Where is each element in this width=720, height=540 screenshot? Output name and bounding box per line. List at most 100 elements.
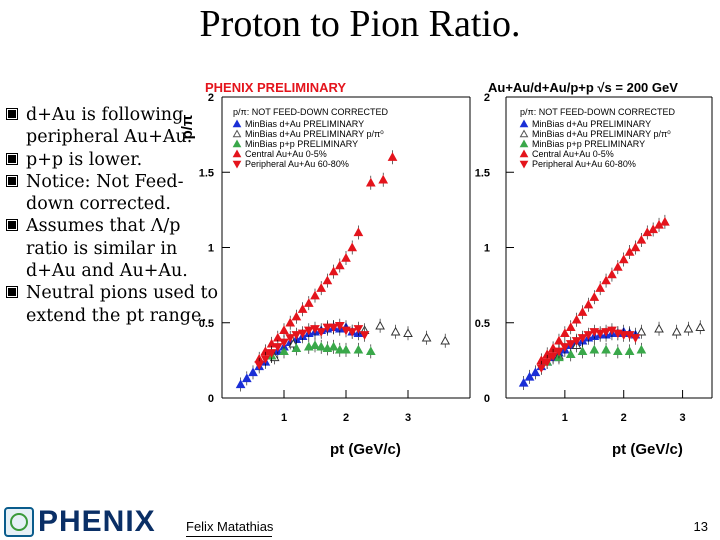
data-point (353, 227, 364, 237)
data-point (589, 292, 600, 301)
bullet-square-icon (6, 174, 18, 187)
data-point (266, 349, 277, 358)
x-tick-label: 3 (405, 412, 411, 424)
chart-title: Au+Au/d+Au/p+p √s = 200 GeV (488, 80, 678, 95)
y-tick-label: 2 (484, 92, 490, 104)
data-point (260, 355, 271, 364)
data-point (554, 335, 564, 345)
data-point (601, 328, 611, 337)
data-point (390, 326, 401, 336)
data-point (334, 260, 345, 270)
chart-title: PHENIX PRELIMINARY (205, 80, 346, 95)
data-point (334, 344, 345, 354)
data-point (316, 283, 327, 292)
data-point (618, 331, 629, 340)
data-point (279, 338, 289, 348)
x-tick-label: 2 (621, 412, 627, 424)
x-tick-label: 1 (562, 412, 568, 424)
x-tick-label: 2 (343, 412, 349, 424)
data-point (565, 340, 576, 349)
data-point (577, 307, 588, 316)
data-point (601, 275, 611, 285)
data-point (612, 346, 623, 356)
data-point (328, 341, 339, 351)
legend-marker (232, 160, 242, 169)
data-point (421, 332, 432, 342)
data-point (322, 275, 333, 285)
data-point (285, 334, 296, 343)
data-point (328, 266, 339, 276)
data-point (310, 290, 320, 300)
data-point (387, 152, 398, 161)
data-point (272, 343, 283, 352)
data-point (341, 253, 351, 262)
bullet-item: Assumes that Λ/p ratio is similar in d+A… (6, 215, 221, 282)
data-point (375, 320, 385, 330)
data-point (310, 340, 320, 350)
data-point (518, 377, 529, 387)
data-point (636, 344, 647, 354)
phenix-logo-text: PHENIX (38, 505, 156, 538)
data-point (595, 329, 606, 339)
data-point (353, 344, 364, 354)
legend-marker (232, 129, 242, 138)
data-point (612, 262, 623, 271)
data-point (583, 331, 594, 340)
x-axis-label: pt (GeV/c) (330, 441, 401, 458)
page-number: 13 (693, 519, 708, 534)
data-point (365, 346, 376, 356)
phenix-emblem-icon (4, 507, 34, 537)
bullet-text: d+Au is following peripheral Au+Au. (26, 105, 193, 148)
bullet-text: Notice: Not Feed-down corrected. (26, 171, 184, 215)
data-point (565, 349, 576, 359)
data-point (536, 364, 547, 373)
y-tick-label: 0 (208, 393, 214, 405)
data-point (548, 352, 558, 361)
bullet-text: p+p is lower. (26, 149, 143, 170)
data-point (291, 311, 302, 321)
data-point (683, 323, 694, 333)
data-point (607, 269, 617, 279)
data-point (636, 234, 647, 244)
data-point (297, 329, 308, 339)
bullet-item: d+Au is following peripheral Au+Au. (6, 104, 221, 149)
phenix-logo: PHENIX (4, 504, 156, 540)
data-point (554, 347, 564, 357)
legend-label: MinBias d+Au PRELIMINARY (532, 119, 651, 129)
data-point (279, 325, 289, 334)
data-point (353, 325, 364, 334)
legend-marker (232, 119, 242, 128)
y-tick-label: 2 (208, 92, 214, 104)
y-tick-label: 0.5 (475, 318, 490, 330)
data-point (303, 326, 314, 336)
bullet-text: Neutral pions used to extend the pt rang… (26, 283, 219, 326)
data-point (291, 331, 302, 340)
data-point (248, 367, 258, 377)
data-point (279, 346, 289, 356)
data-point (630, 242, 641, 252)
legend-marker (519, 129, 529, 138)
y-tick-label: 0.5 (199, 318, 214, 330)
data-point (618, 254, 629, 264)
legend-marker (519, 139, 529, 148)
data-point (601, 344, 611, 354)
data-point (328, 323, 339, 333)
data-point (322, 323, 333, 333)
footer-author: Felix Matathias (186, 519, 274, 534)
data-point (648, 224, 658, 234)
x-tick-label: 1 (281, 412, 287, 424)
data-point (403, 328, 413, 337)
x-axis-label: pt (GeV/c) (612, 441, 683, 458)
data-point (660, 216, 670, 226)
bullet-list: d+Au is following peripheral Au+Au. p+p … (6, 104, 221, 327)
legend-marker (519, 149, 529, 158)
bullet-item: p+p is lower. (6, 149, 221, 171)
data-point (560, 343, 570, 352)
data-point (565, 322, 576, 331)
data-point (654, 323, 664, 333)
data-point (571, 314, 582, 324)
data-point (316, 328, 327, 337)
bullet-item: Neutral pions used to extend the pt rang… (6, 282, 221, 327)
data-point (595, 283, 606, 292)
